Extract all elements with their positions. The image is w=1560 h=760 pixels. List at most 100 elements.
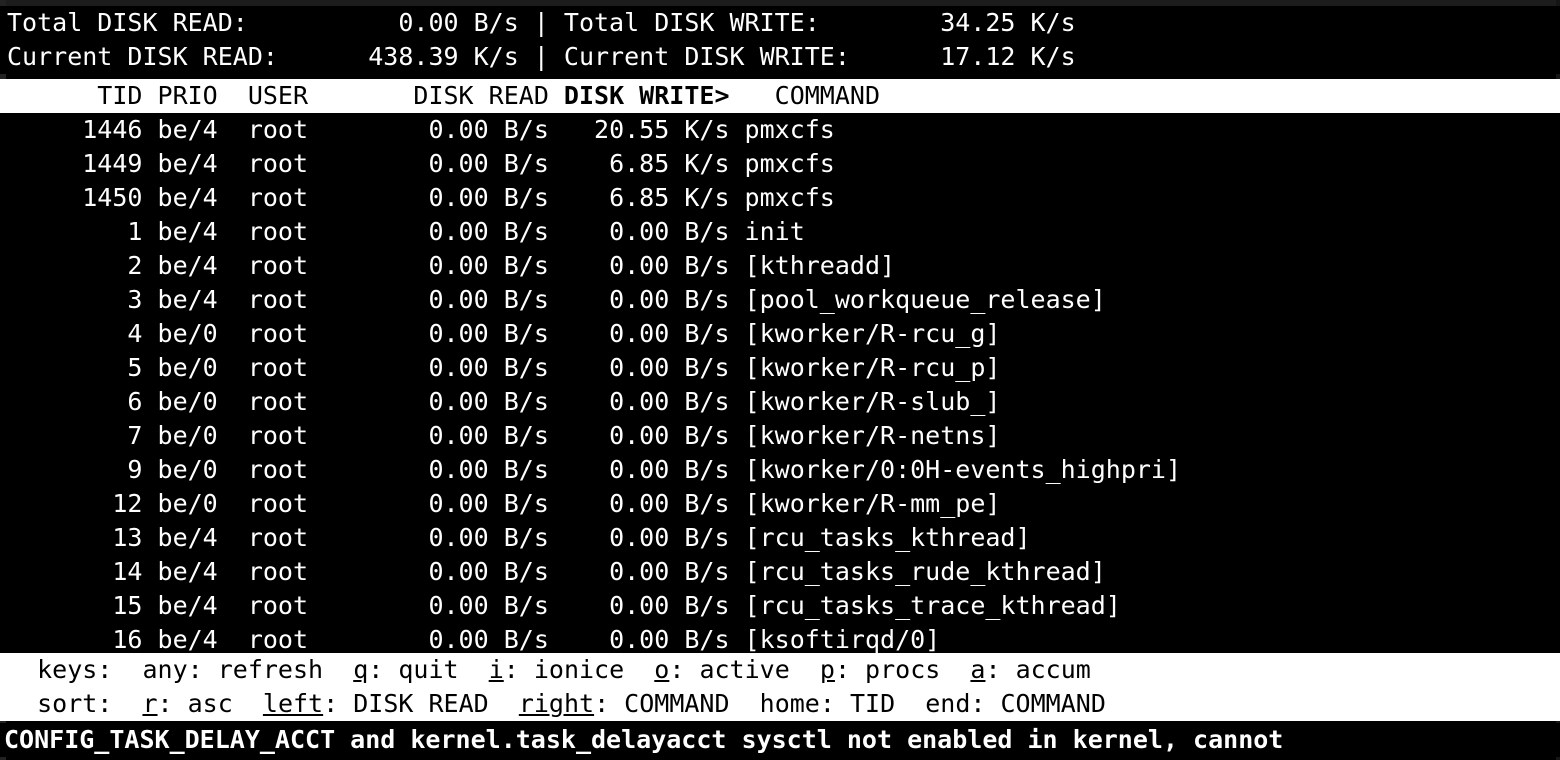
window-chrome-top bbox=[0, 0, 1560, 6]
footer-key-procs[interactable]: p: procs bbox=[820, 655, 940, 684]
footer-key-refresh[interactable]: any: refresh bbox=[142, 655, 323, 684]
gap bbox=[940, 655, 970, 684]
table-row[interactable]: 12 be/0 root 0.00 B/s 0.00 B/s [kworker/… bbox=[0, 487, 1560, 521]
cell-command: [kworker/R-rcu_p] bbox=[729, 353, 1001, 382]
cell-user: root bbox=[232, 591, 354, 620]
key-action: : quit bbox=[368, 655, 459, 684]
table-row[interactable]: 3 be/4 root 0.00 B/s 0.00 B/s [pool_work… bbox=[0, 283, 1560, 317]
cell-user: root bbox=[232, 455, 354, 484]
cell-prio: be/0 bbox=[142, 319, 233, 348]
table-column-header[interactable]: TID PRIO USER DISK READ DISK WRITE> COMM… bbox=[0, 79, 1560, 113]
footer-sort-key-tid[interactable]: home: TID bbox=[760, 689, 895, 718]
footer-sort-key-disk-read[interactable]: left: DISK READ bbox=[263, 689, 489, 718]
footer-keys-row[interactable]: keys: any: refresh q: quit i: ionice o: … bbox=[0, 653, 1560, 687]
cell-disk-write: 0.00 B/s bbox=[548, 455, 730, 484]
table-row[interactable]: 2 be/4 root 0.00 B/s 0.00 B/s [kthreadd] bbox=[0, 249, 1560, 283]
table-row[interactable]: 16 be/4 root 0.00 B/s 0.00 B/s [ksoftirq… bbox=[0, 623, 1560, 657]
table-row[interactable]: 4 be/0 root 0.00 B/s 0.00 B/s [kworker/R… bbox=[0, 317, 1560, 351]
column-header-user: USER bbox=[232, 81, 354, 110]
cell-command: pmxcfs bbox=[729, 115, 835, 144]
footer-sort-key-command[interactable]: end: COMMAND bbox=[925, 689, 1106, 718]
key-action: : accum bbox=[985, 655, 1091, 684]
key-label: r bbox=[142, 689, 158, 718]
gap bbox=[489, 689, 519, 718]
gap bbox=[790, 655, 820, 684]
cell-disk-write: 0.00 B/s bbox=[548, 319, 730, 348]
total-disk-write-label: Total DISK WRITE: bbox=[563, 8, 941, 37]
cell-disk-read: 0.00 B/s bbox=[353, 523, 549, 552]
cell-command: pmxcfs bbox=[729, 149, 835, 178]
cell-user: root bbox=[232, 489, 354, 518]
cell-disk-read: 0.00 B/s bbox=[353, 353, 549, 382]
key-label: home bbox=[759, 689, 820, 718]
cell-prio: be/0 bbox=[142, 387, 233, 416]
column-header-disk-read: DISK READ bbox=[353, 81, 549, 110]
footer-key-ionice[interactable]: i: ionice bbox=[489, 655, 624, 684]
cell-command: [rcu_tasks_rude_kthread] bbox=[729, 557, 1106, 586]
key-label: q bbox=[353, 655, 369, 684]
cell-disk-read: 0.00 B/s bbox=[353, 319, 549, 348]
table-row[interactable]: 6 be/0 root 0.00 B/s 0.00 B/s [kworker/R… bbox=[0, 385, 1560, 419]
cell-command: [rcu_tasks_trace_kthread] bbox=[729, 591, 1121, 620]
cell-command: pmxcfs bbox=[729, 183, 835, 212]
table-row[interactable]: 14 be/4 root 0.00 B/s 0.00 B/s [rcu_task… bbox=[0, 555, 1560, 589]
table-row[interactable]: 9 be/0 root 0.00 B/s 0.00 B/s [kworker/0… bbox=[0, 453, 1560, 487]
cell-disk-write: 0.00 B/s bbox=[548, 421, 730, 450]
footer-sort-key-command[interactable]: right: COMMAND bbox=[519, 689, 730, 718]
table-row[interactable]: 7 be/0 root 0.00 B/s 0.00 B/s [kworker/R… bbox=[0, 419, 1560, 453]
footer-key-active[interactable]: o: active bbox=[654, 655, 789, 684]
cell-tid: 1450 bbox=[7, 183, 143, 212]
footer-sort-key-asc[interactable]: r: asc bbox=[142, 689, 232, 718]
cell-prio: be/4 bbox=[142, 217, 233, 246]
cell-command: [kthreadd] bbox=[729, 251, 896, 280]
table-row[interactable]: 1450 be/4 root 0.00 B/s 6.85 K/s pmxcfs bbox=[0, 181, 1560, 215]
cell-tid: 14 bbox=[7, 557, 143, 586]
footer-key-accum[interactable]: a: accum bbox=[970, 655, 1090, 684]
gap bbox=[730, 689, 760, 718]
current-disk-write-label: Current DISK WRITE: bbox=[563, 42, 941, 71]
cell-disk-read: 0.00 B/s bbox=[353, 217, 549, 246]
cell-prio: be/4 bbox=[142, 625, 233, 654]
total-disk-read-value: 0.00 B/s bbox=[368, 8, 519, 37]
table-row[interactable]: 15 be/4 root 0.00 B/s 0.00 B/s [rcu_task… bbox=[0, 589, 1560, 623]
key-action: : ionice bbox=[503, 655, 625, 684]
cell-command: [kworker/R-slub_] bbox=[729, 387, 1001, 416]
table-row[interactable]: 13 be/4 root 0.00 B/s 0.00 B/s [rcu_task… bbox=[0, 521, 1560, 555]
table-row[interactable]: 1449 be/4 root 0.00 B/s 6.85 K/s pmxcfs bbox=[0, 147, 1560, 181]
cell-disk-read: 0.00 B/s bbox=[353, 285, 549, 314]
summary-row-current: Current DISK READ: 438.39 K/s | Current … bbox=[0, 40, 1560, 74]
cell-disk-write: 6.85 K/s bbox=[548, 149, 730, 178]
cell-tid: 1 bbox=[7, 217, 143, 246]
footer-key-quit[interactable]: q: quit bbox=[353, 655, 458, 684]
header-separator: | bbox=[518, 42, 564, 71]
cell-user: root bbox=[232, 387, 354, 416]
cell-command: init bbox=[729, 217, 805, 246]
cell-tid: 2 bbox=[7, 251, 143, 280]
table-row[interactable]: 1 be/4 root 0.00 B/s 0.00 B/s init bbox=[0, 215, 1560, 249]
cell-prio: be/0 bbox=[142, 353, 233, 382]
cell-tid: 12 bbox=[7, 489, 143, 518]
cell-disk-write: 0.00 B/s bbox=[548, 387, 730, 416]
key-action: : refresh bbox=[187, 655, 324, 684]
current-disk-read-label: Current DISK READ: bbox=[7, 42, 369, 71]
gap bbox=[624, 655, 654, 684]
table-row[interactable]: 5 be/0 root 0.00 B/s 0.00 B/s [kworker/R… bbox=[0, 351, 1560, 385]
total-disk-read-label: Total DISK READ: bbox=[7, 8, 369, 37]
cell-tid: 6 bbox=[7, 387, 143, 416]
cell-disk-write: 0.00 B/s bbox=[548, 591, 730, 620]
column-header-disk-write: DISK WRITE> bbox=[548, 81, 730, 110]
key-label: right bbox=[518, 689, 595, 718]
key-action: : DISK READ bbox=[323, 689, 489, 718]
key-label: p bbox=[819, 655, 835, 684]
header-separator: | bbox=[518, 8, 564, 37]
cell-tid: 3 bbox=[7, 285, 143, 314]
key-action: : asc bbox=[157, 689, 233, 718]
key-label: any bbox=[142, 655, 188, 684]
column-header-prio: PRIO bbox=[142, 81, 233, 110]
cell-tid: 1446 bbox=[7, 115, 143, 144]
table-row[interactable]: 1446 be/4 root 0.00 B/s 20.55 K/s pmxcfs bbox=[0, 113, 1560, 147]
cell-disk-read: 0.00 B/s bbox=[353, 591, 549, 620]
footer-sort-row[interactable]: sort: r: asc left: DISK READ right: COMM… bbox=[0, 687, 1560, 721]
cell-command: [ksoftirqd/0] bbox=[729, 625, 941, 654]
